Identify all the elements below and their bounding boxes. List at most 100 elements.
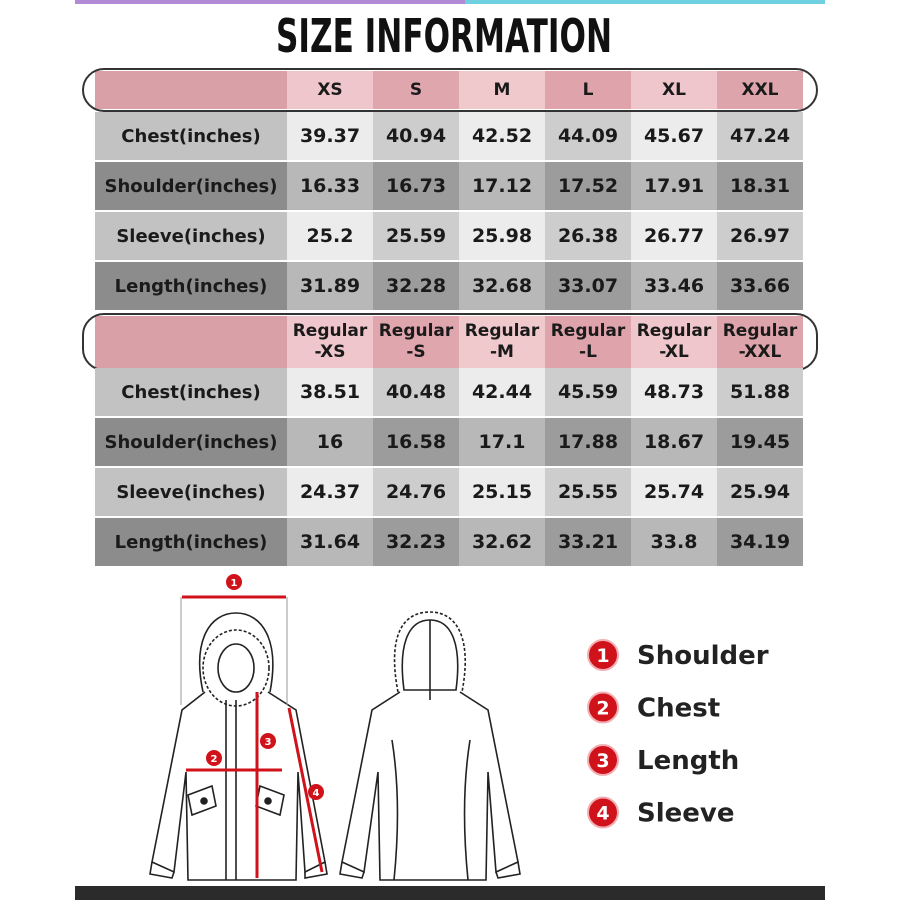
size-value: 17.52 [545, 162, 631, 210]
size-value: 33.21 [545, 518, 631, 566]
row-label: Chest(inches) [95, 112, 287, 160]
diagram-badge [226, 574, 242, 590]
size-value: 32.62 [459, 518, 545, 566]
header-cell: XXL [717, 71, 803, 109]
header-cell: Regular -XS [287, 316, 373, 368]
legend-number: 1 [596, 645, 609, 667]
legend-label: Shoulder [637, 641, 769, 671]
size-value: 31.64 [287, 518, 373, 566]
size-value: 24.37 [287, 468, 373, 516]
size-value: 16.73 [373, 162, 459, 210]
size-value: 33.46 [631, 262, 717, 310]
row-label: Length(inches) [95, 262, 287, 310]
size-value: 42.44 [459, 368, 545, 416]
size-value: 18.67 [631, 418, 717, 466]
size-value: 32.23 [373, 518, 459, 566]
legend-badge [587, 796, 619, 829]
diagram-badge [206, 750, 222, 766]
header-cell: Regular -L [545, 316, 631, 368]
size-value: 17.88 [545, 418, 631, 466]
size-value: 51.88 [717, 368, 803, 416]
diagram-number: 3 [265, 737, 272, 748]
row-label: Shoulder(inches) [95, 162, 287, 210]
legend-label: Chest [637, 694, 720, 724]
size-value: 26.97 [717, 212, 803, 260]
top-bar-purple [75, 0, 465, 4]
diagram-number: 1 [231, 578, 238, 589]
header-cell: Regular -M [459, 316, 545, 368]
legend-number: 4 [596, 803, 609, 825]
legend-badge [587, 639, 619, 671]
size-value: 24.76 [373, 468, 459, 516]
row-label: Shoulder(inches) [95, 418, 287, 466]
bottom-bar [75, 886, 825, 900]
header-cell: XS [287, 71, 373, 109]
size-value: 39.37 [287, 112, 373, 160]
size-value: 25.15 [459, 468, 545, 516]
header-cell: Regular -XL [631, 316, 717, 368]
guide-lines [180, 597, 288, 705]
title: SIZE INFORMATION [276, 9, 612, 63]
size-value: 25.94 [717, 468, 803, 516]
diagram-badge [308, 784, 324, 800]
row-label: Length(inches) [95, 518, 287, 566]
size-value: 45.67 [631, 112, 717, 160]
legend-number: 3 [596, 750, 609, 772]
size-value: 40.48 [373, 368, 459, 416]
top-bar-cyan [465, 0, 825, 4]
size-value: 17.91 [631, 162, 717, 210]
size-value: 25.98 [459, 212, 545, 260]
row-label: Chest(inches) [95, 368, 287, 416]
size-value: 26.38 [545, 212, 631, 260]
size-value: 33.66 [717, 262, 803, 310]
size-value: 47.24 [717, 112, 803, 160]
header-label-cell [95, 316, 287, 368]
size-value: 17.1 [459, 418, 545, 466]
diagram-badge [260, 733, 276, 749]
size-value: 33.07 [545, 262, 631, 310]
size-value: 25.2 [287, 212, 373, 260]
header-cell: XL [631, 71, 717, 109]
size-value: 16.58 [373, 418, 459, 466]
header-label-cell [95, 71, 287, 109]
measure-lines [182, 595, 324, 878]
front-jacket [149, 612, 328, 881]
size-value: 33.8 [631, 518, 717, 566]
size-value: 34.19 [717, 518, 803, 566]
size-value: 40.94 [373, 112, 459, 160]
diagram-number: 4 [313, 788, 320, 799]
size-value: 25.74 [631, 468, 717, 516]
size-value: 48.73 [631, 368, 717, 416]
header-cell: L [545, 71, 631, 109]
header-cell: Regular -XXL [717, 316, 803, 368]
size-value: 45.59 [545, 368, 631, 416]
size-value: 25.55 [545, 468, 631, 516]
diagram-number: 2 [211, 754, 218, 765]
size-value: 18.31 [717, 162, 803, 210]
size-value: 16 [287, 418, 373, 466]
row-label: Sleeve(inches) [95, 212, 287, 260]
size-value: 32.28 [373, 262, 459, 310]
size-value: 26.77 [631, 212, 717, 260]
legend-label: Sleeve [637, 799, 735, 829]
size-value: 25.59 [373, 212, 459, 260]
size-value: 16.33 [287, 162, 373, 210]
legend-label: Length [637, 746, 739, 776]
header-outline [82, 313, 818, 371]
size-value: 32.68 [459, 262, 545, 310]
size-value: 31.89 [287, 262, 373, 310]
size-value: 19.45 [717, 418, 803, 466]
header-outline [82, 68, 818, 112]
size-value: 42.52 [459, 112, 545, 160]
size-value: 38.51 [287, 368, 373, 416]
legend-badge [587, 691, 619, 724]
legend-badge [587, 744, 619, 776]
header-cell: Regular -S [373, 316, 459, 368]
size-value: 17.12 [459, 162, 545, 210]
header-cell: M [459, 71, 545, 109]
size-value: 44.09 [545, 112, 631, 160]
back-jacket [339, 611, 521, 881]
header-cell: S [373, 71, 459, 109]
